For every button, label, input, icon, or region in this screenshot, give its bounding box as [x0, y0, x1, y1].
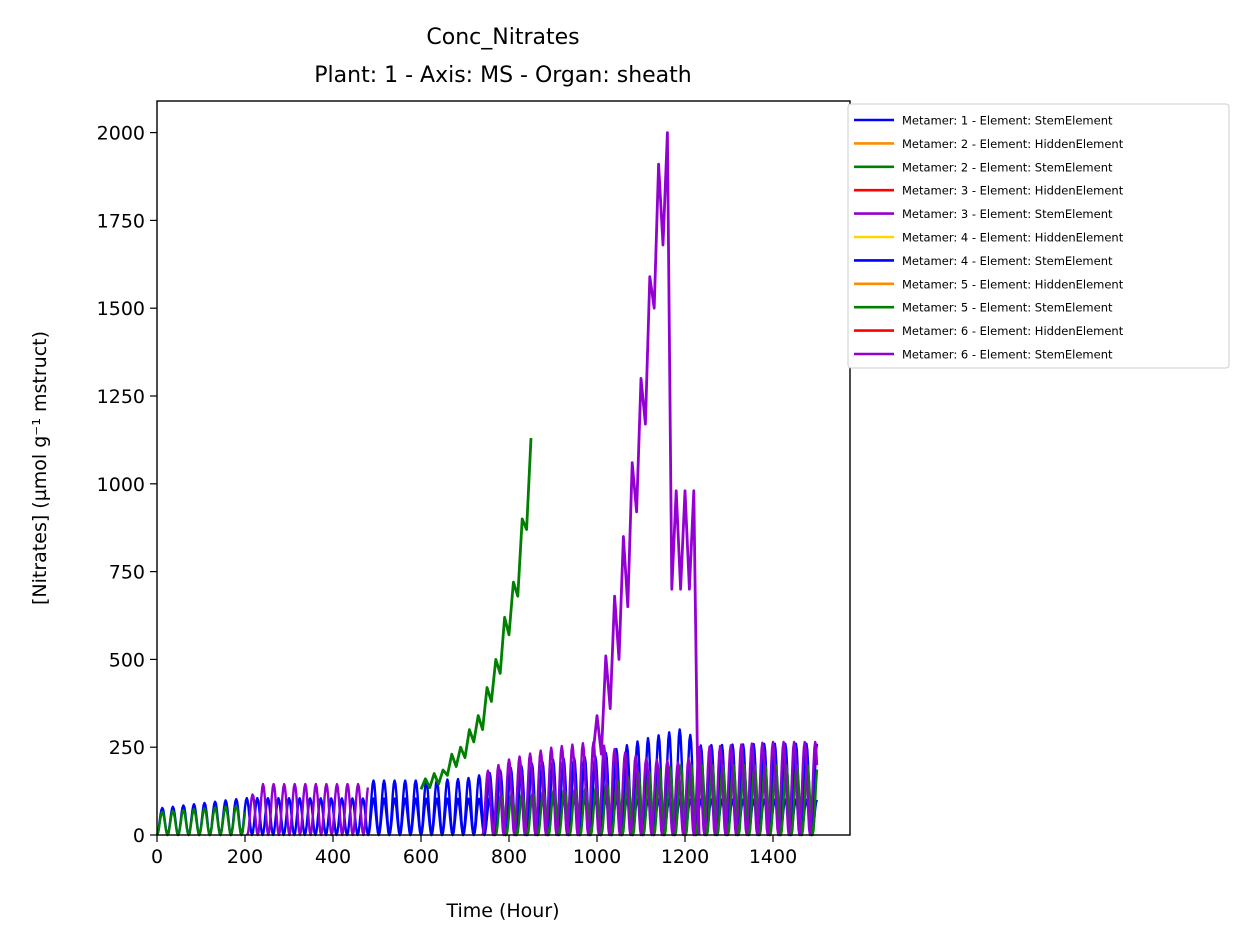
series-line-8	[494, 763, 819, 837]
x-tick-label: 800	[491, 846, 527, 868]
x-tick-label: 400	[315, 846, 351, 868]
legend-label: Metamer: 4 - Element: StemElement	[902, 254, 1113, 268]
x-axis-label: Time (Hour)	[445, 900, 559, 922]
legend-label: Metamer: 2 - Element: StemElement	[902, 160, 1113, 174]
x-tick-label: 1200	[661, 846, 709, 868]
y-tick-label: 1500	[97, 298, 145, 320]
series-line-2	[155, 804, 247, 837]
legend-label: Metamer: 6 - Element: HiddenElement	[902, 324, 1124, 338]
x-tick-label: 600	[403, 846, 439, 868]
chart-subtitle: Plant: 1 - Axis: MS - Organ: sheath	[314, 63, 691, 88]
x-tick-label: 1000	[573, 846, 621, 868]
legend: Metamer: 1 - Element: StemElement Metamer…	[847, 103, 1230, 369]
y-tick-label: 1000	[97, 474, 145, 496]
legend-label: Metamer: 5 - Element: StemElement	[902, 301, 1113, 315]
growth-line-1	[591, 131, 701, 836]
y-axis-label: [Nitrates] (µmol g⁻¹ mstruct)	[29, 331, 51, 605]
legend-items: Metamer: 1 - Element: StemElement Metamer…	[854, 114, 1124, 362]
growth-line-0	[419, 438, 533, 790]
y-tick-label: 1750	[97, 210, 145, 232]
y-tick-label: 0	[133, 825, 145, 847]
legend-label: Metamer: 4 - Element: HiddenElement	[902, 231, 1124, 245]
x-axis-ticks: 0 200 400 600 800 1000 1200 1400	[151, 835, 797, 868]
legend-label: Metamer: 3 - Element: HiddenElement	[902, 184, 1124, 198]
y-tick-label: 500	[109, 649, 145, 671]
legend-label: Metamer: 2 - Element: HiddenElement	[902, 137, 1124, 151]
chart-title: Conc_Nitrates	[426, 25, 579, 50]
x-tick-label: 200	[227, 846, 263, 868]
y-axis-ticks: 0 250 500 750 1000 1250 1500 1750 2000	[97, 123, 157, 847]
series-line-10	[481, 740, 819, 837]
y-tick-label: 2000	[97, 123, 145, 145]
x-tick-label: 1400	[749, 846, 797, 868]
legend-label: Metamer: 3 - Element: StemElement	[902, 207, 1113, 221]
legend-label: Metamer: 6 - Element: StemElement	[902, 348, 1113, 362]
legend-label: Metamer: 1 - Element: StemElement	[902, 114, 1113, 128]
y-tick-label: 250	[109, 737, 145, 759]
plot-lines	[155, 131, 819, 837]
y-tick-label: 750	[109, 562, 145, 584]
y-tick-label: 1250	[97, 386, 145, 408]
series-line-4	[246, 782, 369, 837]
plot-frame	[156, 100, 851, 836]
legend-label: Metamer: 5 - Element: HiddenElement	[902, 277, 1124, 291]
legend-frame	[847, 103, 1230, 369]
x-tick-label: 0	[151, 846, 163, 868]
